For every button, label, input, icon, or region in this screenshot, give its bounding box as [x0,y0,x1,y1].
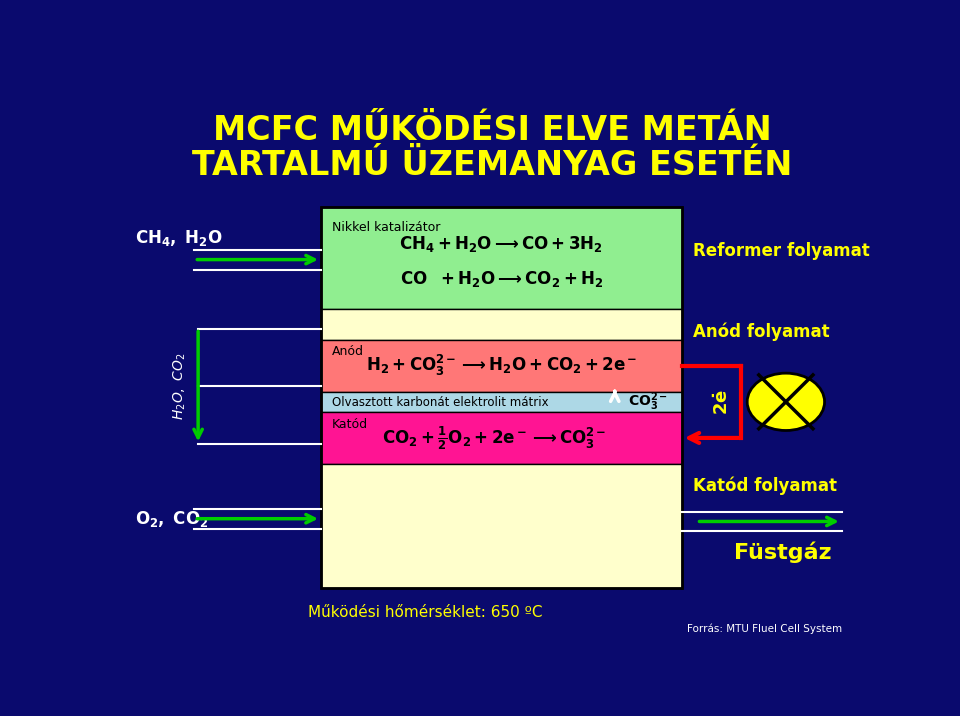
Text: $\mathbf{2\dot{e}}$: $\mathbf{2\dot{e}}$ [713,389,732,415]
Text: $\mathbf{CO_3^{2-}}$: $\mathbf{CO_3^{2-}}$ [628,391,668,413]
Text: $\mathbf{CO_2 + \frac{1}{2}O_2 + 2e^- \longrightarrow CO_3^{2-}}$: $\mathbf{CO_2 + \frac{1}{2}O_2 + 2e^- \l… [382,425,606,452]
Text: MCFC MŰKÖDÉSI ELVE METÁN: MCFC MŰKÖDÉSI ELVE METÁN [212,114,772,147]
Text: $\mathbf{CH_4,\ H_2O}$: $\mathbf{CH_4,\ H_2O}$ [134,228,223,248]
Text: Működési hőmérséklet: 650 ºC: Működési hőmérséklet: 650 ºC [308,605,542,620]
Text: Füstgáz: Füstgáz [733,541,831,563]
Bar [321,463,682,588]
Text: Katód: Katód [332,418,369,431]
Bar [321,309,682,339]
Bar [321,412,682,463]
Text: Forrás: MTU Fluel Cell System: Forrás: MTU Fluel Cell System [686,624,842,634]
Text: $\mathbf{CO\ \ + H_2O \longrightarrow CO_2 + H_2}$: $\mathbf{CO\ \ + H_2O \longrightarrow CO… [399,269,603,289]
Bar [321,207,682,588]
Text: Katód folyamat: Katód folyamat [693,476,837,495]
Text: TARTALMÚ ÜZEMANYAG ESETÉN: TARTALMÚ ÜZEMANYAG ESETÉN [192,150,792,183]
Text: $\mathbf{CH_4 + H_2O \longrightarrow CO + 3H_2}$: $\mathbf{CH_4 + H_2O \longrightarrow CO … [399,234,603,254]
Bar [321,392,682,412]
Text: $\mathbf{O_2,\ CO_2}$: $\mathbf{O_2,\ CO_2}$ [134,508,208,528]
Text: Nikkel katalizátor: Nikkel katalizátor [332,221,441,234]
Bar [321,339,682,392]
Text: $H_2O,\ CO_2$: $H_2O,\ CO_2$ [171,353,188,420]
Bar [321,207,682,309]
Circle shape [747,373,825,430]
Text: $\mathbf{H_2 + CO_3^{2-} \longrightarrow H_2O + CO_2 + 2e^-}$: $\mathbf{H_2 + CO_3^{2-} \longrightarrow… [366,353,637,378]
Text: Anód: Anód [332,345,364,358]
Text: Reformer folyamat: Reformer folyamat [693,242,870,261]
Text: Anód folyamat: Anód folyamat [693,322,829,341]
Text: Olvasztott karbonát elektrolit mátrix: Olvasztott karbonát elektrolit mátrix [332,396,549,409]
